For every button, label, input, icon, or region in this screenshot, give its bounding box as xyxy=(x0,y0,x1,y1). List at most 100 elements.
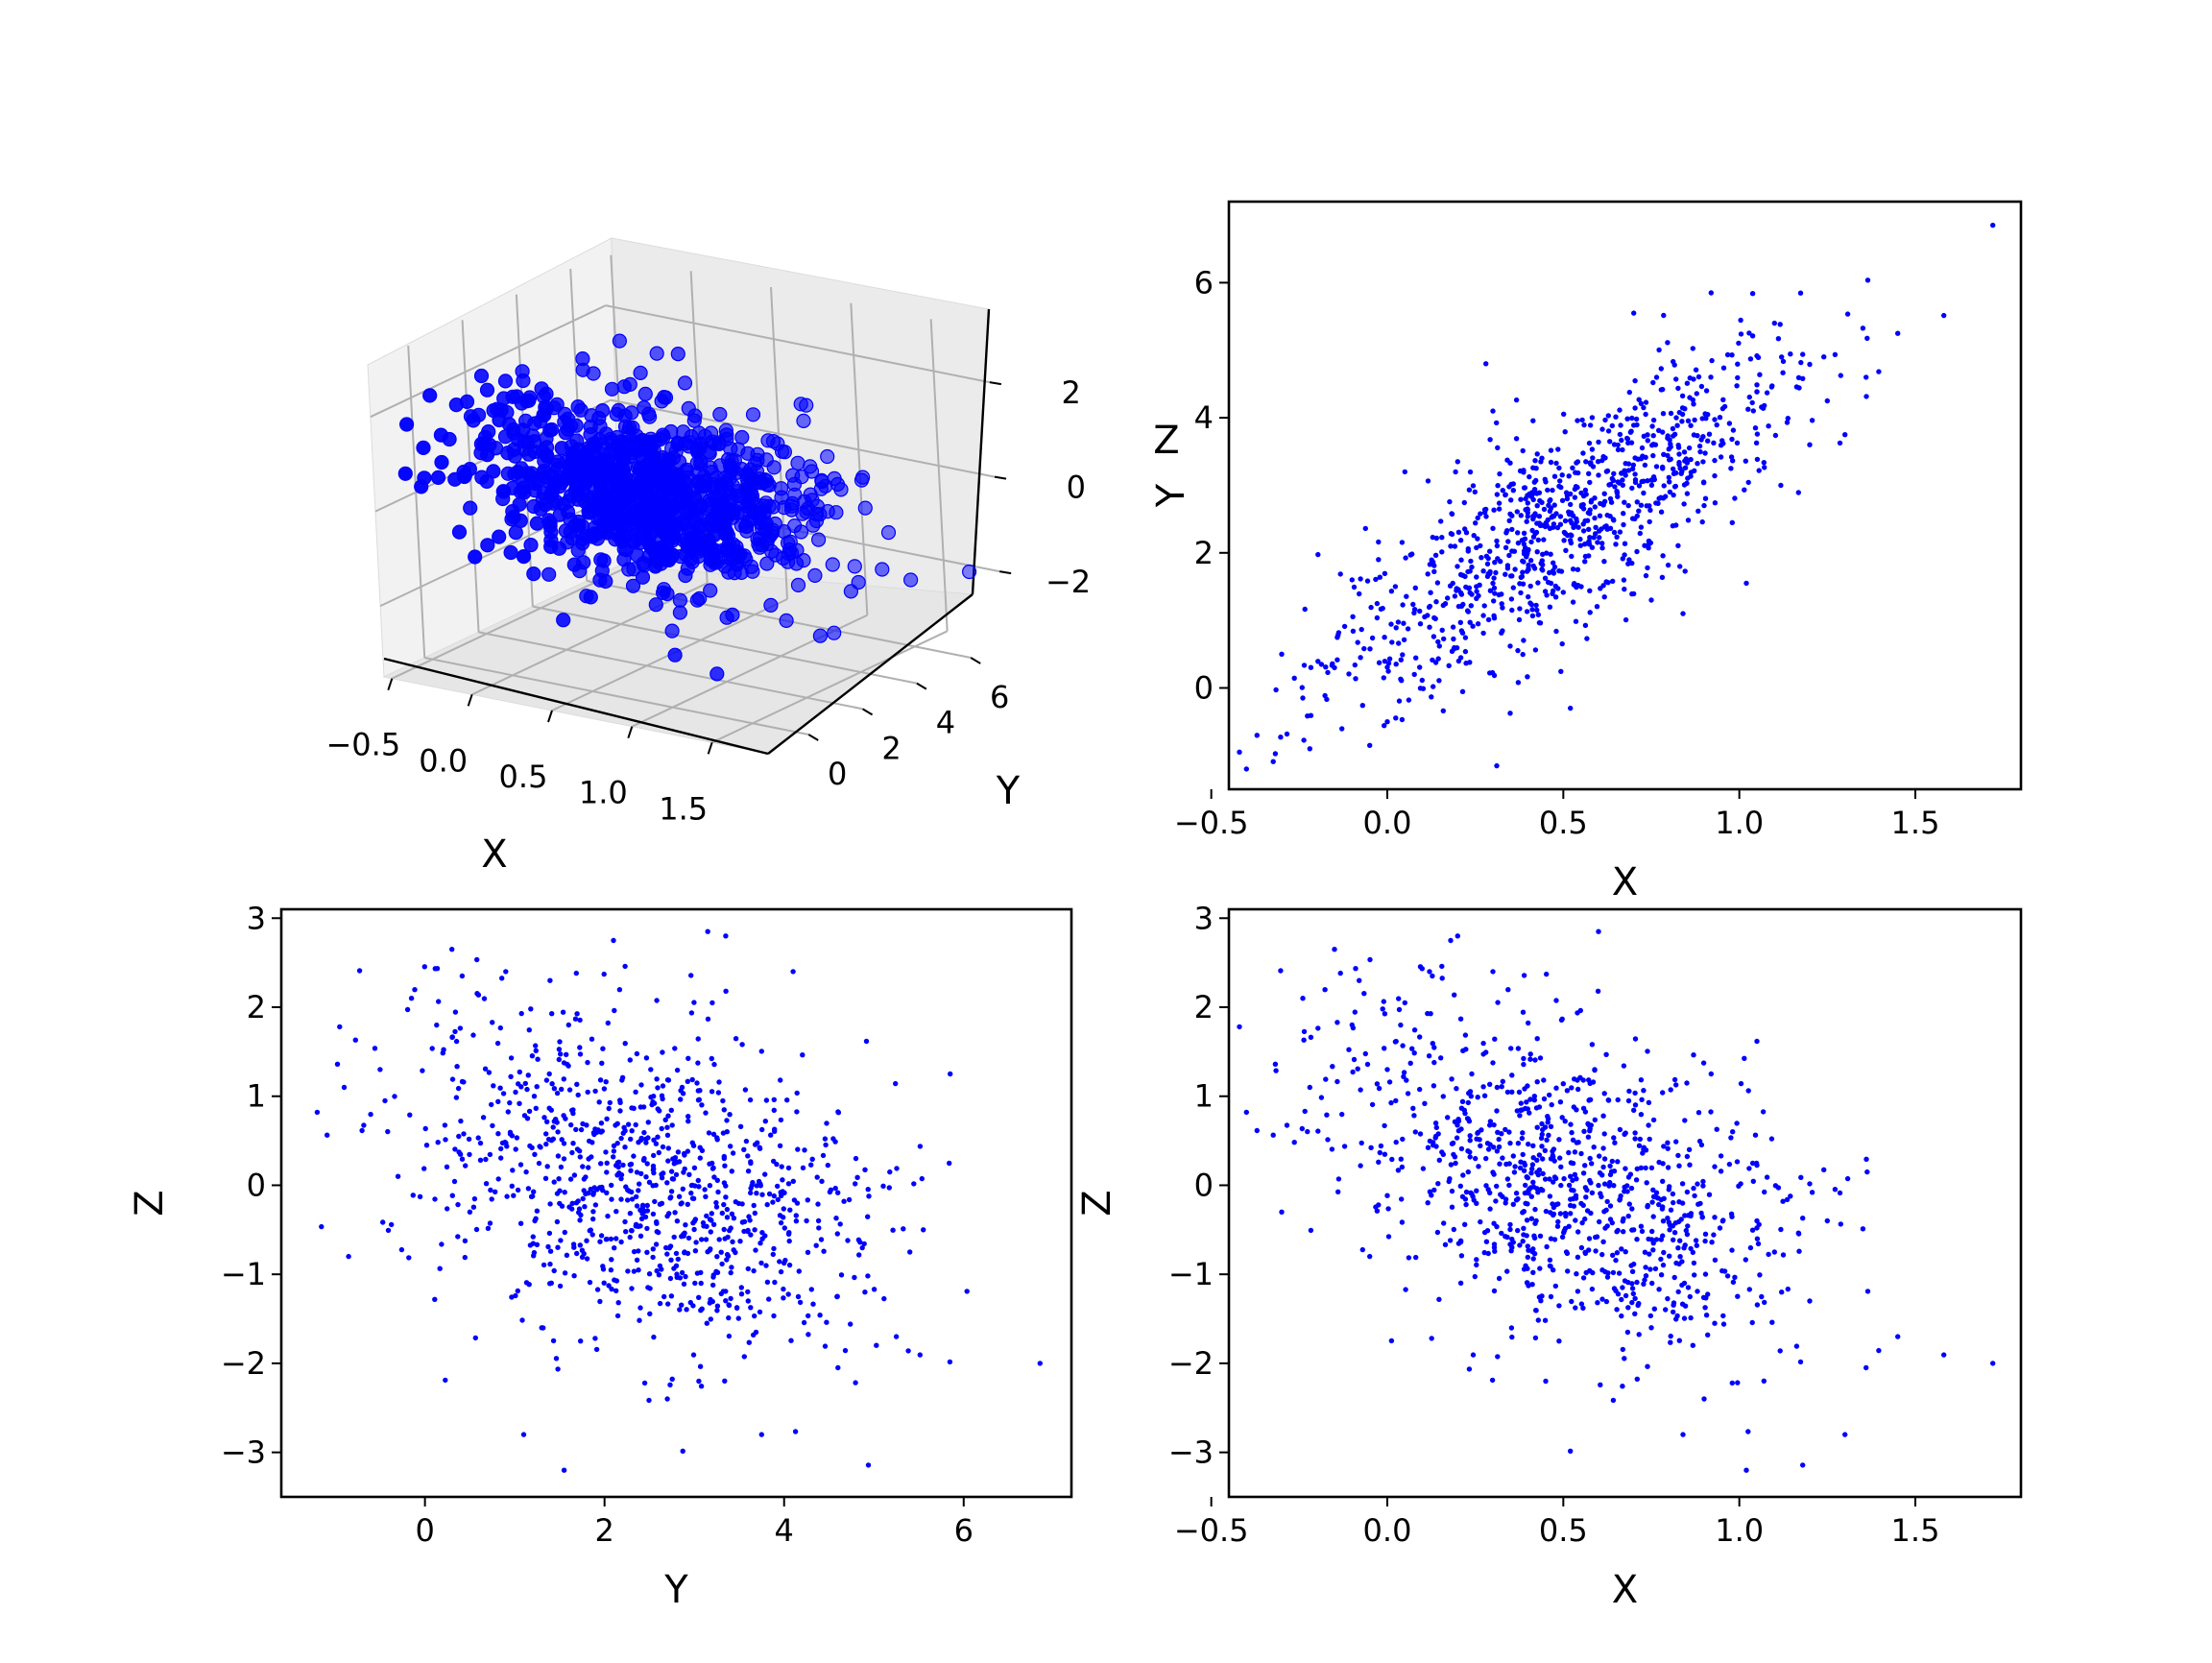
scatter-point xyxy=(1490,525,1496,531)
scatter-point xyxy=(792,1429,799,1434)
scatter-point xyxy=(1745,1088,1751,1094)
scatter-point xyxy=(1427,1189,1433,1194)
scatter-point xyxy=(456,1133,462,1140)
scatter-point xyxy=(1670,425,1676,432)
scatter-point xyxy=(432,1296,438,1303)
scatter-point xyxy=(1494,1148,1501,1154)
scatter-point xyxy=(1604,512,1610,518)
scatter-point xyxy=(1729,519,1736,525)
scatter-point xyxy=(1720,365,1727,371)
scatter-point xyxy=(685,1201,690,1208)
scatter-point xyxy=(1436,1157,1443,1164)
scatter-point xyxy=(1500,488,1506,494)
scatter-point xyxy=(1315,659,1321,664)
scatter-point xyxy=(1457,1280,1464,1287)
scatter-point xyxy=(1548,1293,1554,1300)
scatter-point xyxy=(1541,1096,1548,1102)
scatter-point xyxy=(694,1080,700,1086)
scatter-point-3d xyxy=(902,572,919,588)
scatter-point-3d xyxy=(615,452,632,468)
scatter-point-3d xyxy=(625,533,641,548)
scatter-point xyxy=(646,1397,652,1404)
scatter-point xyxy=(1544,1243,1550,1250)
scatter-point xyxy=(1632,1090,1638,1097)
scatter-point xyxy=(833,1216,839,1221)
scatter-point xyxy=(619,1074,626,1081)
scatter-point xyxy=(1532,531,1538,537)
scatter-point xyxy=(1779,354,1785,360)
scatter-point xyxy=(745,1153,751,1159)
scatter-point xyxy=(1796,1248,1802,1254)
scatter-point xyxy=(1432,615,1438,622)
scatter-point xyxy=(1378,606,1384,612)
scatter-point xyxy=(1431,1045,1437,1050)
scatter-point-3d xyxy=(667,647,683,663)
scatter-point xyxy=(574,1250,580,1257)
scatter-point xyxy=(1634,1376,1641,1383)
scatter-point xyxy=(574,1146,581,1152)
scatter-point xyxy=(1551,1158,1557,1164)
scatter-point xyxy=(1410,1105,1416,1112)
scatter-point xyxy=(1652,1265,1659,1272)
scatter-point xyxy=(1388,621,1394,627)
scatter-point xyxy=(1515,680,1522,686)
scatter-point xyxy=(520,1432,527,1437)
scatter-point xyxy=(1863,1364,1869,1371)
scatter-point xyxy=(1483,361,1489,367)
scatter-point xyxy=(1509,548,1515,554)
scatter-point xyxy=(1663,1307,1669,1313)
scatter-point xyxy=(1668,1087,1673,1093)
scatter-point xyxy=(1619,1313,1624,1319)
scatter-point xyxy=(1513,397,1520,403)
scatter-point xyxy=(1583,1194,1589,1200)
scatter-point xyxy=(1611,1183,1617,1189)
scatter-point xyxy=(1401,637,1407,642)
scatter-point xyxy=(793,1213,799,1218)
scatter-point-3d xyxy=(664,623,680,639)
scatter-point xyxy=(751,1267,757,1274)
scatter-point xyxy=(667,1275,674,1282)
scatter-point xyxy=(668,1189,675,1194)
scatter-point xyxy=(1398,657,1405,663)
scatter-point xyxy=(1599,541,1605,546)
scatter-point xyxy=(1279,1209,1285,1216)
x-tick-label: 0.5 xyxy=(1539,805,1588,841)
scatter-point xyxy=(1625,468,1632,473)
scatter-point xyxy=(790,969,796,975)
scatter-point-3d xyxy=(648,597,663,613)
scatter-point xyxy=(1455,459,1461,465)
scatter-point xyxy=(1568,1121,1574,1127)
scatter-point xyxy=(1451,636,1456,642)
scatter-point xyxy=(1562,531,1569,537)
scatter-point xyxy=(1685,475,1691,481)
scatter-point xyxy=(1433,1124,1440,1131)
scatter-point xyxy=(1350,1069,1356,1075)
scatter-point xyxy=(1621,1216,1626,1222)
scatter-point xyxy=(1514,1108,1521,1114)
scatter-point xyxy=(1671,492,1676,498)
scatter-point xyxy=(1534,1124,1540,1130)
scatter-point xyxy=(1523,1200,1528,1207)
scatter-point xyxy=(1558,1164,1564,1170)
scatter-point xyxy=(1352,1009,1358,1015)
scatter-point xyxy=(816,1225,822,1231)
scatter-point xyxy=(1607,1163,1613,1169)
scatter-point xyxy=(1427,624,1432,630)
scatter-point xyxy=(1717,1225,1723,1231)
scatter-point xyxy=(504,1193,510,1199)
scatter-point xyxy=(1941,312,1947,319)
scatter-point xyxy=(1491,1145,1497,1150)
scatter-point xyxy=(1243,1109,1250,1116)
scatter-point xyxy=(1600,1164,1606,1170)
scatter-point xyxy=(611,1148,617,1154)
scatter-point xyxy=(1556,1338,1562,1344)
scatter-point xyxy=(846,1196,853,1203)
scatter-point-3d xyxy=(739,467,755,482)
scatter-point xyxy=(1388,1099,1394,1106)
scatter-point xyxy=(709,1055,714,1062)
scatter-point-3d xyxy=(740,446,756,461)
scatter-point xyxy=(1487,1190,1493,1196)
scatter-point-3d xyxy=(547,476,563,493)
scatter-point xyxy=(1698,1142,1705,1148)
scatter-point xyxy=(719,1261,725,1267)
